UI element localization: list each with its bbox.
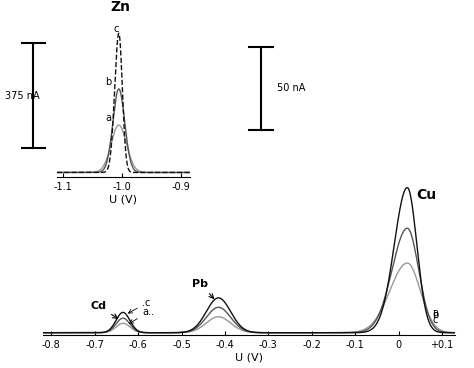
Text: Cu: Cu (416, 188, 436, 202)
Text: 375 nA: 375 nA (5, 91, 39, 101)
Text: c: c (114, 24, 119, 34)
Text: a..: a.. (129, 307, 155, 323)
Text: 50 nA: 50 nA (277, 83, 306, 93)
X-axis label: U (V): U (V) (109, 194, 137, 204)
Text: .c: .c (128, 298, 151, 313)
Text: a: a (432, 308, 438, 318)
Text: b: b (106, 77, 112, 87)
Text: Zn: Zn (110, 0, 130, 14)
Text: Cd: Cd (91, 301, 118, 318)
Text: c: c (432, 315, 438, 325)
Text: a: a (106, 113, 112, 123)
X-axis label: U (V): U (V) (235, 353, 263, 362)
Text: b: b (432, 310, 439, 320)
Text: Pb: Pb (192, 279, 214, 298)
